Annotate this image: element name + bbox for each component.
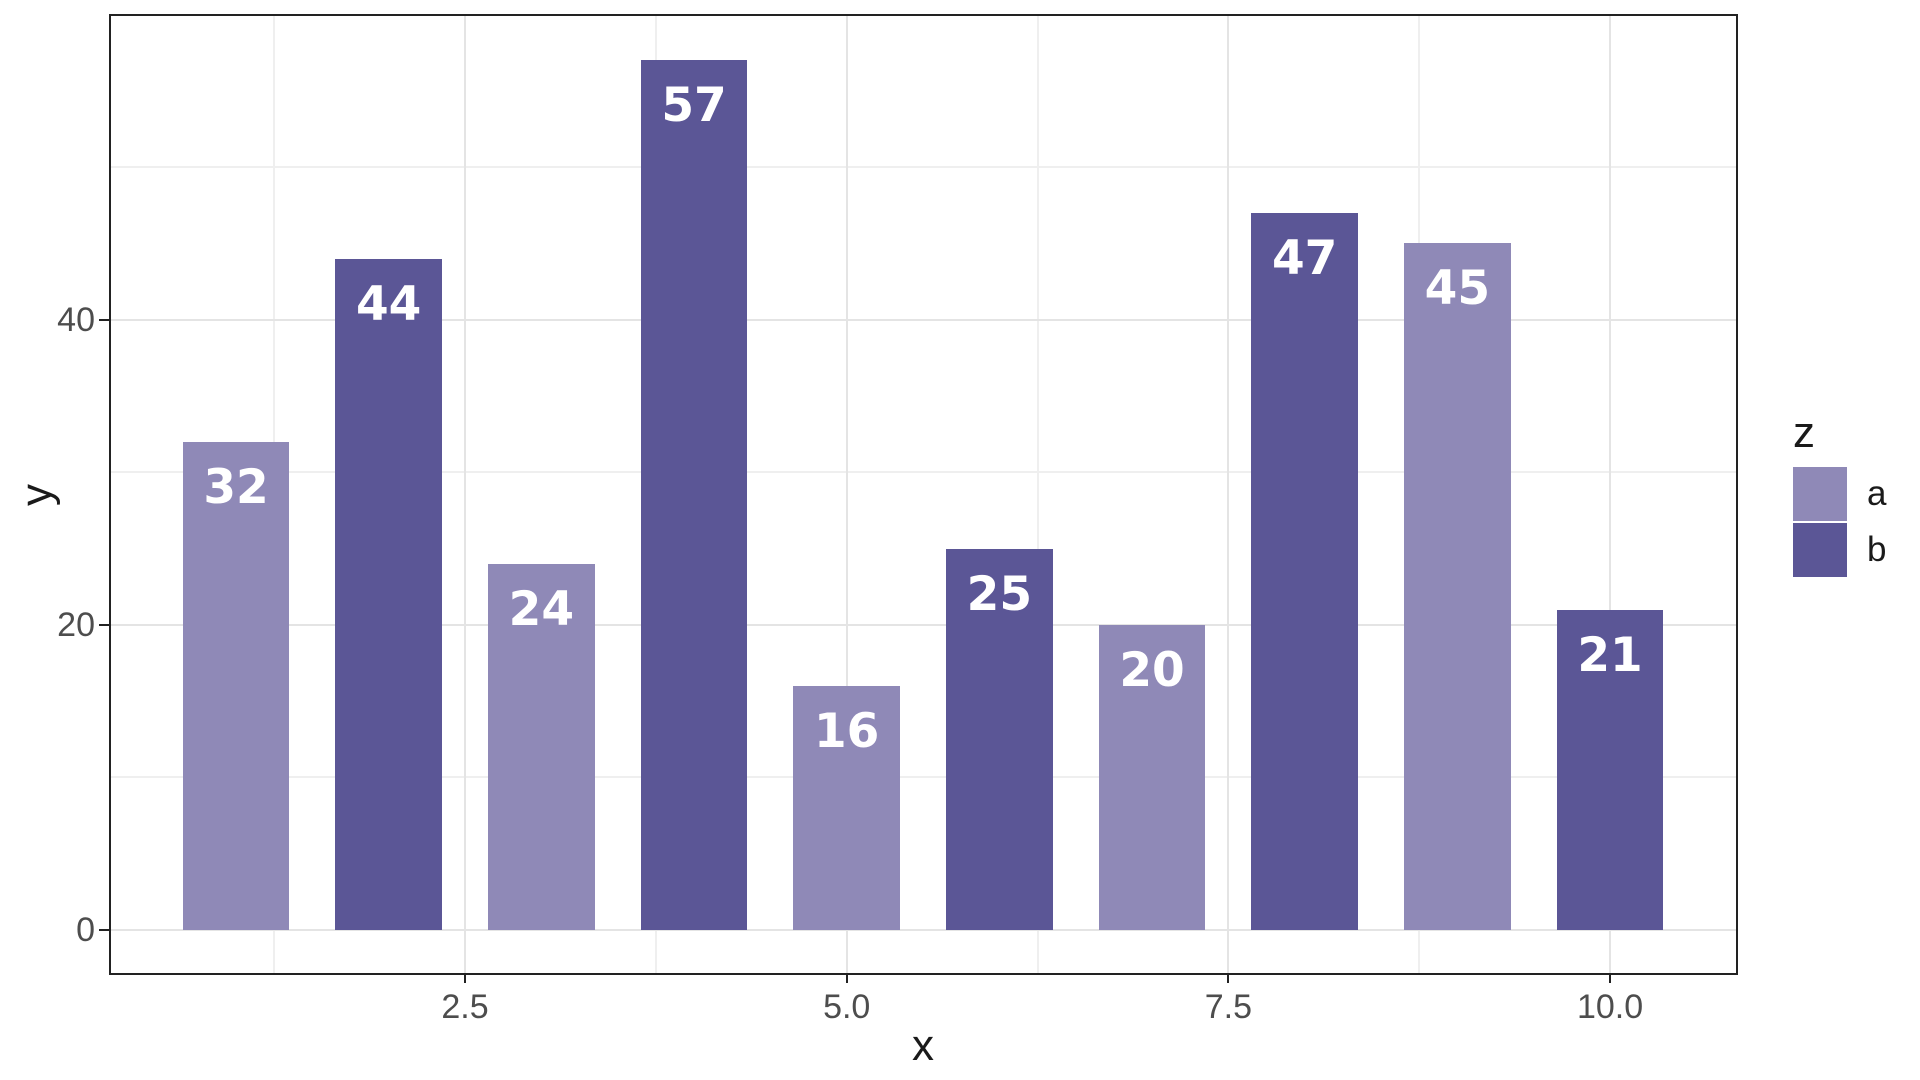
x-tick-mark: [464, 973, 467, 983]
x-tick-label: 7.5: [1204, 988, 1252, 1026]
legend-swatch-a: [1793, 467, 1847, 521]
bar-value-label: 16: [813, 703, 880, 759]
x-tick-label: 10.0: [1576, 988, 1644, 1026]
bar-value-label: 25: [966, 566, 1033, 622]
bar-x9: [1403, 243, 1511, 930]
y-axis-title: y: [12, 484, 61, 506]
bar-value-label: 32: [203, 459, 269, 515]
x-axis-title: x: [912, 1021, 934, 1070]
x-tick-mark: [1227, 973, 1230, 983]
legend-entry-b: b: [1793, 523, 1886, 577]
legend-label: a: [1867, 474, 1887, 513]
bar-x3: [487, 563, 595, 930]
bar-x6: [945, 548, 1053, 930]
y-tick-mark: [99, 623, 109, 626]
bar-value-label: 45: [1424, 261, 1491, 317]
major-gridline-x: [1227, 16, 1230, 973]
bar-x5: [793, 685, 901, 930]
bar-value-label: 44: [355, 276, 422, 332]
major-gridline-y: [111, 928, 1736, 931]
y-tick-mark: [99, 318, 109, 321]
x-tick-label: 5.0: [823, 988, 871, 1026]
bar-x2: [335, 258, 443, 930]
bar-value-label: 57: [661, 78, 727, 134]
y-tick-mark: [99, 928, 109, 931]
legend-swatch-b: [1793, 523, 1847, 577]
bar-x4: [640, 60, 748, 930]
bar-x7: [1098, 624, 1206, 930]
plot-panel: 32 44 24 57 16 25 20 47 45 21: [109, 14, 1738, 975]
bar-x8: [1251, 212, 1359, 930]
legend-label: b: [1867, 530, 1887, 569]
bar-x10: [1556, 609, 1664, 930]
minor-gridline-y: [111, 471, 1736, 474]
major-gridline-y: [111, 318, 1736, 321]
legend-title: z: [1793, 408, 1815, 457]
bar-x1: [182, 441, 290, 930]
minor-gridline-y: [111, 166, 1736, 169]
x-tick-mark: [845, 973, 848, 983]
bar-value-label: 24: [508, 581, 575, 637]
minor-gridline-x: [1036, 16, 1039, 973]
y-tick-label: 40: [57, 300, 95, 339]
major-gridline-x: [845, 16, 848, 973]
major-gridline-y: [111, 623, 1736, 626]
y-tick-label: 20: [57, 605, 95, 644]
bar-value-label: 47: [1271, 230, 1338, 286]
major-gridline-x: [464, 16, 467, 973]
x-tick-mark: [1609, 973, 1612, 983]
bar-value-label: 21: [1577, 627, 1643, 683]
y-tick-label: 0: [76, 910, 95, 949]
legend-entry-a: a: [1793, 467, 1886, 521]
minor-gridline-y: [111, 776, 1736, 779]
bar-value-label: 20: [1119, 642, 1185, 698]
major-gridline-x: [1609, 16, 1612, 973]
x-tick-label: 2.5: [441, 988, 489, 1026]
